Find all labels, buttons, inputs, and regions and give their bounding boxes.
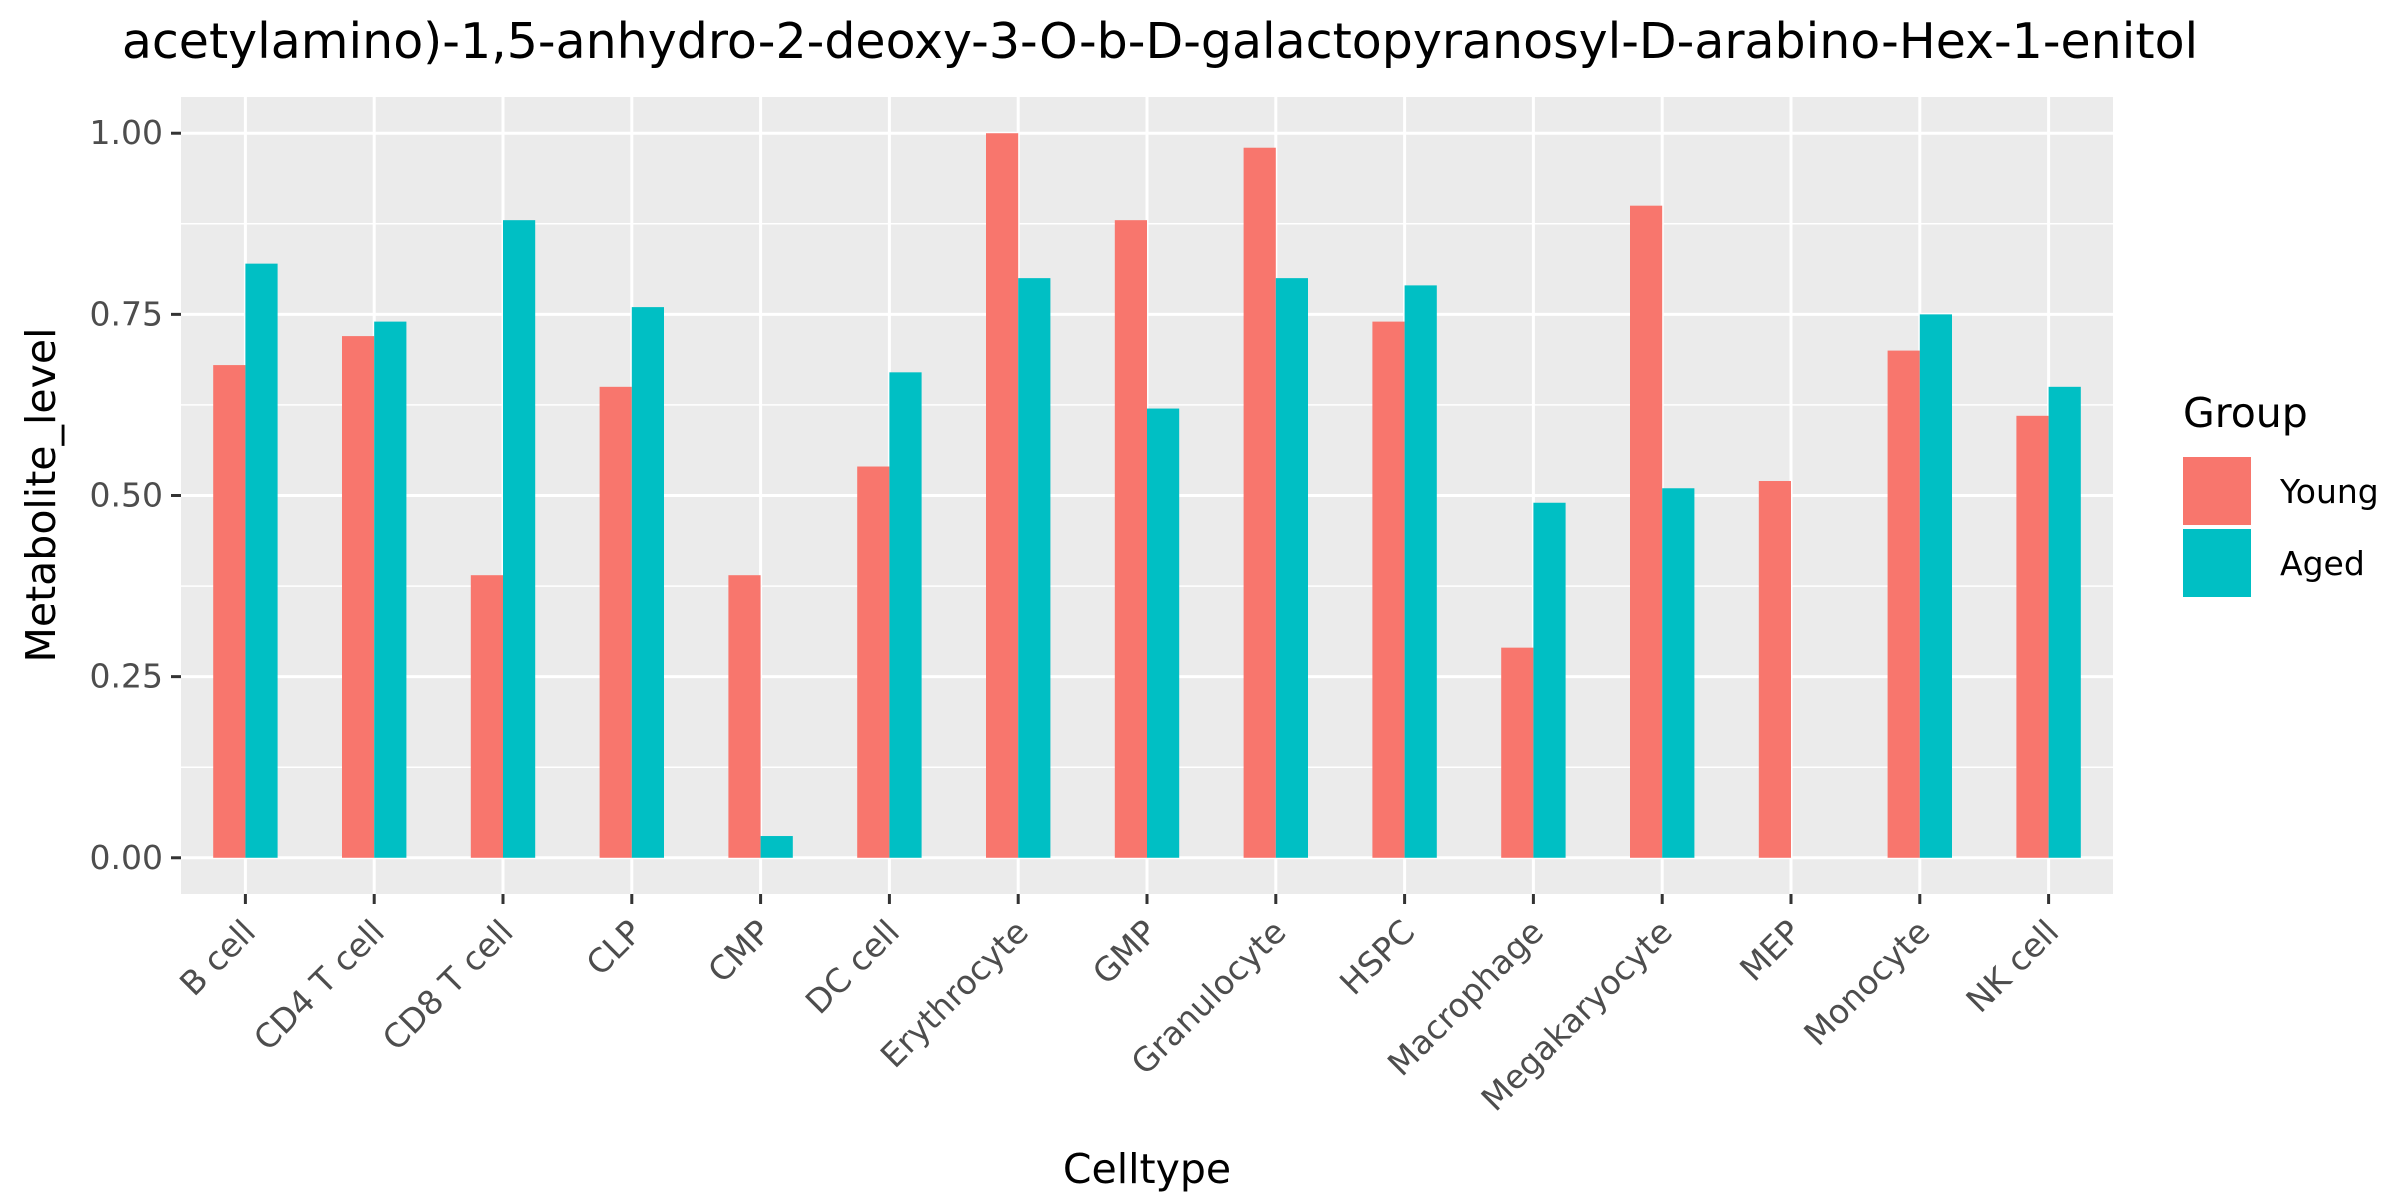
- bar-young: [2016, 415, 2049, 858]
- bar-aged: [1919, 314, 1952, 858]
- bar-young: [1243, 147, 1276, 858]
- bar-aged: [889, 372, 922, 858]
- bar-aged: [1404, 285, 1437, 858]
- x-tick-label: GMP: [1085, 912, 1165, 992]
- bars: [213, 133, 2081, 858]
- bar-young: [1372, 321, 1405, 858]
- bar-young: [1630, 205, 1663, 858]
- bar-aged: [1533, 502, 1566, 858]
- legend-label-young: Young: [2279, 472, 2379, 511]
- x-tick-label: CLP: [579, 912, 650, 983]
- bar-young: [986, 133, 1019, 858]
- bar-aged: [1275, 278, 1308, 858]
- bar-young: [213, 365, 246, 858]
- y-tick-label: 1.00: [90, 113, 163, 152]
- x-tick-label: CMP: [700, 912, 778, 990]
- legend: Group Young Aged: [2183, 389, 2379, 597]
- bar-aged: [374, 321, 407, 858]
- bar-aged: [1147, 408, 1180, 858]
- bar-aged: [503, 220, 536, 858]
- x-tick-label: CD4 T cell: [246, 912, 392, 1058]
- bar-aged: [760, 836, 793, 858]
- bar-young: [1758, 481, 1791, 858]
- y-axis: 0.00 0.25 0.50 0.75 1.00: [90, 113, 181, 877]
- bar-young: [1887, 350, 1920, 858]
- y-tick-label: 0.75: [90, 294, 163, 333]
- bar-aged: [245, 263, 278, 858]
- x-tick-label: HSPC: [1332, 912, 1422, 1002]
- bar-aged: [1662, 488, 1695, 858]
- bar-young: [1501, 647, 1534, 858]
- chart-title: acetylamino)-1,5-anhydro-2-deoxy-3-O-b-D…: [122, 13, 2198, 70]
- x-tick-label: DC cell: [798, 912, 907, 1021]
- legend-label-aged: Aged: [2280, 544, 2365, 583]
- x-tick-label: B cell: [172, 912, 263, 1003]
- bar-young: [857, 466, 890, 858]
- y-tick-label: 0.25: [90, 657, 163, 696]
- bar-aged: [1018, 278, 1051, 858]
- legend-key-young: [2183, 457, 2251, 525]
- bar-aged: [631, 307, 664, 858]
- y-axis-title: Metabolite_level: [17, 328, 65, 663]
- legend-key-aged: [2183, 529, 2251, 597]
- x-tick-label: CD8 T cell: [375, 912, 521, 1058]
- y-tick-label: 0.50: [90, 476, 163, 515]
- bar-young: [342, 336, 375, 858]
- x-tick-label: MEP: [1732, 912, 1809, 989]
- x-tick-label: Monocyte: [1796, 912, 1937, 1053]
- bar-young: [1114, 220, 1147, 858]
- bar-young: [470, 575, 503, 858]
- legend-title: Group: [2183, 389, 2308, 437]
- y-tick-label: 0.00: [90, 838, 163, 877]
- x-axis-title: Celltype: [1063, 1145, 1231, 1193]
- bar-aged: [2048, 386, 2081, 858]
- bar-young: [599, 386, 632, 858]
- x-tick-label: NK cell: [1958, 912, 2066, 1020]
- bar-young: [728, 575, 761, 858]
